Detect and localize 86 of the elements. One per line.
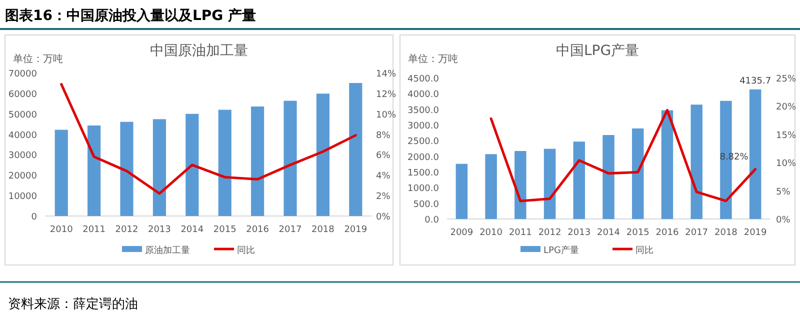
y2-tick-label: 10% [376, 110, 396, 120]
y-tick-label: 0.0 [424, 216, 440, 226]
y-tick-label: 1000.0 [408, 184, 440, 194]
bar [602, 135, 614, 219]
bar [661, 110, 674, 219]
y-tick-label: 30000 [8, 151, 38, 162]
text: 图表16：中国原油投入量以及LPG 产量 [5, 7, 256, 24]
legend-label: 同比 [636, 245, 654, 256]
data-label: 4135.7 [740, 76, 772, 86]
y-tick-label: 0 [31, 212, 38, 222]
y-tick-label: 3500.0 [408, 106, 440, 116]
y-tick-label: 4000.0 [408, 90, 440, 100]
x-tick-label: 2015 [626, 228, 650, 238]
x-tick-label: 2013 [568, 228, 591, 238]
y-tick-label: 10000 [8, 192, 38, 202]
y2-tick-label: 8% [376, 130, 391, 141]
y2-tick-label: 20% [776, 102, 796, 113]
x-tick-label: 2010 [480, 228, 503, 238]
y-tick-label: 3000.0 [408, 122, 440, 132]
y2-tick-label: 2% [376, 192, 391, 202]
x-tick-label: 2018 [714, 228, 738, 238]
y-axis-title: 单位：万吨 [13, 53, 63, 65]
bar [456, 164, 468, 219]
x-tick-label: 2011 [82, 225, 106, 235]
bar [120, 122, 134, 216]
bar [152, 119, 166, 216]
bar [573, 142, 586, 219]
bar [485, 154, 497, 219]
x-tick-label: 2013 [148, 225, 171, 235]
x-tick-label: 2012 [538, 228, 562, 238]
x-tick-label: 2015 [213, 225, 236, 235]
y-tick-label: 60000 [8, 90, 38, 100]
x-tick-label: 2010 [50, 225, 74, 235]
y-tick-label: 70000 [8, 70, 38, 80]
x-tick-label: 2019 [344, 225, 368, 235]
bar [88, 126, 101, 216]
x-tick-label: 2014 [180, 225, 204, 235]
bar [544, 148, 556, 219]
y2-tick-label: 6% [376, 151, 391, 162]
line-series [60, 82, 357, 195]
y2-tick-label: 15% [776, 130, 796, 141]
x-tick-label: 2016 [246, 225, 270, 235]
y2-tick-label: 4% [376, 172, 391, 182]
y-tick-label: 20000 [8, 172, 38, 182]
legend-label: 同比 [237, 245, 255, 256]
y2-tick-label: 25% [776, 74, 796, 84]
y-tick-label: 500.0 [413, 200, 440, 210]
y2-tick-label: 10% [776, 159, 796, 170]
x-tick-label: 2009 [450, 228, 474, 238]
y2-tick-label: 0% [776, 216, 791, 226]
text: 资料来源：薛定谔的油 [8, 297, 138, 312]
bar [690, 104, 702, 219]
y-tick-label: 2500.0 [408, 137, 440, 148]
x-tick-label: 2018 [311, 225, 335, 235]
legend-label: LPG产量 [544, 245, 579, 256]
x-tick-label: 2012 [115, 225, 138, 235]
line-series [490, 108, 757, 202]
bar [749, 89, 762, 219]
y-axis-title: 单位：万吨 [408, 53, 458, 65]
x-tick-label: 2014 [597, 228, 620, 238]
x-tick-label: 2017 [278, 225, 302, 235]
y-tick-label: 50000 [8, 110, 38, 120]
x-tick-label: 2016 [656, 228, 679, 238]
y2-tick-label: 14% [376, 70, 396, 80]
bar [54, 130, 68, 216]
y-tick-label: 4500.0 [408, 74, 440, 84]
bar [284, 100, 297, 216]
bar [514, 151, 526, 219]
chart-title: 中国原油加工量 [150, 43, 248, 59]
y-tick-label: 2000.0 [408, 152, 440, 163]
chart-title: 中国LPG产量 [556, 43, 640, 59]
bar [218, 110, 232, 216]
bar [251, 106, 264, 216]
legend-label: 原油加工量 [145, 245, 190, 256]
bar [632, 128, 644, 219]
y-tick-label: 1500.0 [408, 168, 440, 178]
y2-tick-label: 12% [376, 90, 396, 100]
bar [316, 94, 330, 216]
x-tick-label: 2011 [508, 228, 532, 238]
bar [349, 83, 362, 216]
y-tick-label: 40000 [8, 130, 38, 141]
x-tick-label: 2019 [744, 228, 768, 238]
y2-tick-label: 0% [376, 212, 391, 222]
bar [186, 114, 199, 216]
x-tick-label: 2017 [685, 228, 708, 238]
y2-tick-label: 5% [776, 187, 791, 198]
